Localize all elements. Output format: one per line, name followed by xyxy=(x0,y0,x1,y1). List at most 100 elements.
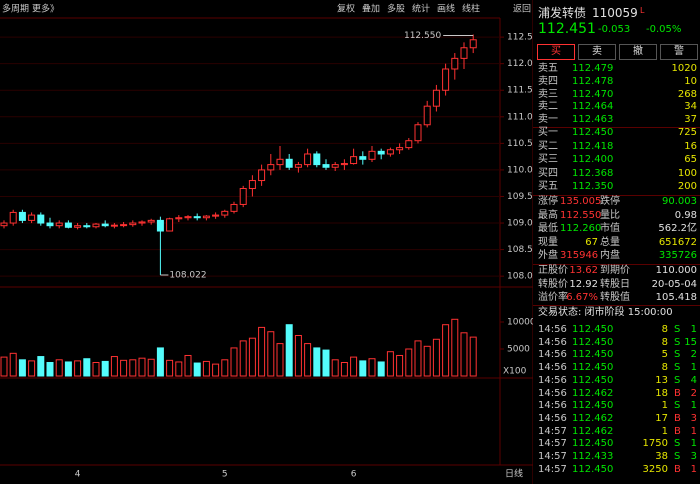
trade-button[interactable]: 买 xyxy=(537,44,575,60)
trade-time: 14:56 xyxy=(538,336,567,348)
volume-bar xyxy=(267,331,275,377)
trade-side: B xyxy=(674,387,681,399)
separator xyxy=(533,264,700,265)
trade-side: S xyxy=(674,374,681,386)
trade-volume: 3250 xyxy=(642,463,668,475)
candle-body xyxy=(340,163,348,166)
book-label: 卖二 xyxy=(538,101,558,113)
stat-label: 总量 xyxy=(600,236,620,248)
volume-bar xyxy=(202,360,210,377)
book-price: 112.450 xyxy=(572,127,614,138)
bond-label: 溢价率 xyxy=(538,292,568,303)
trade-count: 15 xyxy=(684,336,697,348)
toolbar-item[interactable]: 更多》 xyxy=(32,3,59,15)
trade-price: 112.433 xyxy=(572,451,614,462)
volume-bar xyxy=(46,362,54,377)
volume-bar xyxy=(0,356,8,377)
book-label: 买一 xyxy=(538,127,558,138)
book-label: 买二 xyxy=(538,140,558,152)
candle-body xyxy=(377,150,385,155)
candle-body xyxy=(202,215,210,219)
trade-count: 3 xyxy=(690,451,697,462)
volume-bar xyxy=(83,358,91,377)
toolbar-button[interactable]: 复权 xyxy=(337,3,355,15)
volume-bar xyxy=(129,359,137,377)
candle-body xyxy=(18,211,26,221)
toolbar-button[interactable]: 返回 xyxy=(513,3,531,15)
y-tick-label: 112.5 xyxy=(507,33,533,43)
trade-count: 1 xyxy=(690,400,697,412)
book-label: 卖五 xyxy=(538,63,558,74)
candle-body xyxy=(239,188,247,205)
book-price: 112.478 xyxy=(572,75,614,87)
stat-label: 现量 xyxy=(538,236,558,248)
stat-label: 跌停 xyxy=(600,196,620,207)
trade-price: 112.462 xyxy=(572,425,614,437)
candle-body xyxy=(83,225,91,228)
toolbar-button[interactable]: 统计 xyxy=(412,3,430,15)
trade-volume: 38 xyxy=(655,451,668,462)
volume-bar xyxy=(322,349,330,377)
trade-time: 14:56 xyxy=(538,349,567,361)
volume-bar xyxy=(37,356,45,377)
volume-bar xyxy=(368,358,376,377)
separator xyxy=(533,127,700,128)
volume-bar xyxy=(166,359,174,377)
last-price: 112.451 xyxy=(538,21,596,37)
stat-label: 内盘 xyxy=(600,250,620,261)
book-volume: 100 xyxy=(677,167,697,179)
trade-volume: 5 xyxy=(661,349,668,361)
volume-bar xyxy=(451,318,459,377)
trade-volume: 1 xyxy=(661,425,668,437)
book-label: 卖三 xyxy=(538,88,558,100)
trade-price: 112.450 xyxy=(572,336,614,348)
candle-body xyxy=(386,149,394,155)
candle-body xyxy=(120,224,128,227)
trade-count: 2 xyxy=(690,349,697,361)
volume-bar xyxy=(460,332,468,377)
trade-button[interactable]: 警 xyxy=(660,44,698,60)
volume-bar xyxy=(9,352,17,377)
bond-value: 13.62 xyxy=(569,265,598,276)
candle-body xyxy=(331,164,339,168)
candle-body xyxy=(184,216,192,219)
volume-bar xyxy=(101,360,109,377)
trade-price: 112.450 xyxy=(572,362,614,374)
separator xyxy=(533,305,700,306)
trade-volume: 8 xyxy=(661,362,668,374)
y-tick-label: 111.0 xyxy=(507,112,533,122)
volume-bar xyxy=(120,359,128,377)
y-tick-label: 112.0 xyxy=(507,59,533,69)
trade-volume: 8 xyxy=(661,336,668,348)
y-tick-label: 110.0 xyxy=(507,165,533,175)
toolbar-item[interactable]: 多周期 xyxy=(2,3,29,15)
book-volume: 16 xyxy=(684,140,697,152)
toolbar-button[interactable]: 多股 xyxy=(387,3,405,15)
candle-body xyxy=(304,153,312,166)
stock-tag: L xyxy=(640,6,645,15)
trade-time: 14:56 xyxy=(538,400,567,412)
trade-button[interactable]: 卖 xyxy=(578,44,616,60)
toolbar-button[interactable]: 叠加 xyxy=(362,4,380,15)
volume-bar xyxy=(377,361,385,377)
trade-side: S xyxy=(674,451,681,462)
candle-body xyxy=(175,217,183,220)
trade-price: 112.462 xyxy=(572,387,614,399)
trade-side: B xyxy=(674,412,681,424)
toolbar-button[interactable]: 线柱 xyxy=(462,3,480,15)
candle-body xyxy=(469,39,477,49)
trade-side: S xyxy=(674,324,681,335)
trade-price: 112.450 xyxy=(572,438,614,450)
trade-status: 交易状态: 闭市阶段 15:00:00 xyxy=(538,307,673,318)
candle-body xyxy=(359,156,367,160)
y-tick-label: 111.5 xyxy=(507,86,533,96)
candle-body xyxy=(221,210,229,216)
trade-button[interactable]: 撤 xyxy=(619,44,657,60)
toolbar-button[interactable]: 画线 xyxy=(437,3,455,15)
separator xyxy=(533,195,700,196)
candle-body xyxy=(451,57,459,70)
volume-bar xyxy=(405,348,413,377)
candle-body xyxy=(460,47,468,59)
trade-volume: 13 xyxy=(655,374,668,386)
